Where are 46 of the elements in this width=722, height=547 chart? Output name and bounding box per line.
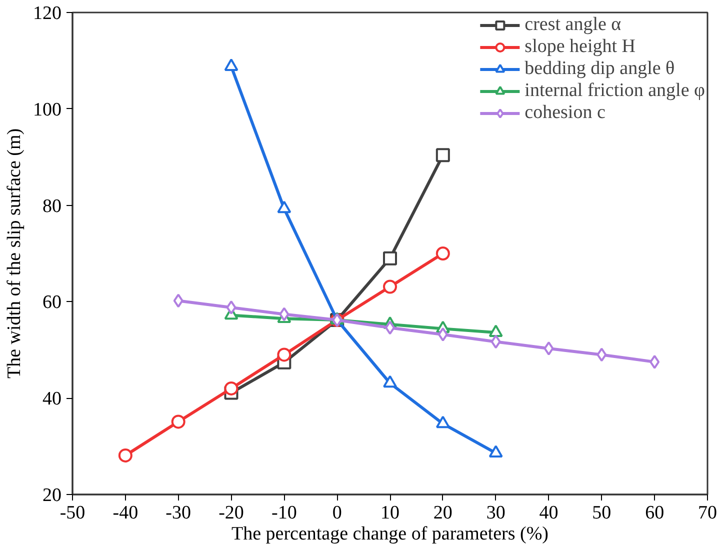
y-tick-label: 60 (42, 292, 62, 314)
point (436, 416, 450, 428)
point (436, 148, 450, 162)
legend-label: slope height H (524, 36, 636, 58)
x-tick-label: 70 (698, 502, 717, 524)
legend-label: bedding dip angle θ (524, 58, 675, 80)
point (173, 294, 184, 308)
x-tick-label: 60 (645, 502, 664, 524)
point (488, 324, 503, 338)
x-tick-label: -40 (112, 502, 138, 524)
point (224, 381, 238, 396)
point (226, 300, 236, 314)
point (436, 246, 450, 260)
x-tick-label: -50 (60, 502, 86, 524)
point (544, 341, 554, 356)
point (488, 445, 503, 458)
y-tick-label: 120 (33, 3, 62, 24)
point (438, 327, 448, 342)
y-tick-label: 80 (42, 196, 62, 217)
x-tick-label: -20 (218, 502, 244, 524)
point (279, 307, 290, 322)
point (277, 348, 292, 362)
y-tick-label: 40 (42, 388, 62, 410)
point (383, 251, 397, 266)
x-tick-label: 30 (486, 502, 506, 524)
y-tick-label: 20 (42, 485, 62, 506)
point (650, 354, 660, 369)
y-tick-label: 100 (33, 99, 62, 120)
x-tick-label: 20 (433, 502, 452, 524)
point (490, 334, 501, 349)
point (118, 448, 132, 462)
legend-label: cohesion c (524, 102, 606, 124)
point (383, 280, 397, 294)
point (171, 414, 186, 429)
x-tick-label: 50 (592, 502, 612, 524)
legend-label: internal friction angle φ (524, 80, 705, 102)
legend-label: crest angle α (524, 14, 622, 36)
x-tick-label: 40 (539, 502, 558, 524)
x-tick-label: -10 (272, 502, 297, 524)
y-axis-title: The width of the slip surface (m) (4, 128, 25, 379)
x-axis-title: The percentage change of parameters (%) (231, 524, 549, 544)
x-tick-label: 10 (380, 502, 400, 524)
x-tick-label: -30 (166, 502, 191, 524)
point (383, 375, 397, 388)
x-tick-label: 0 (332, 502, 342, 524)
point (596, 348, 607, 362)
